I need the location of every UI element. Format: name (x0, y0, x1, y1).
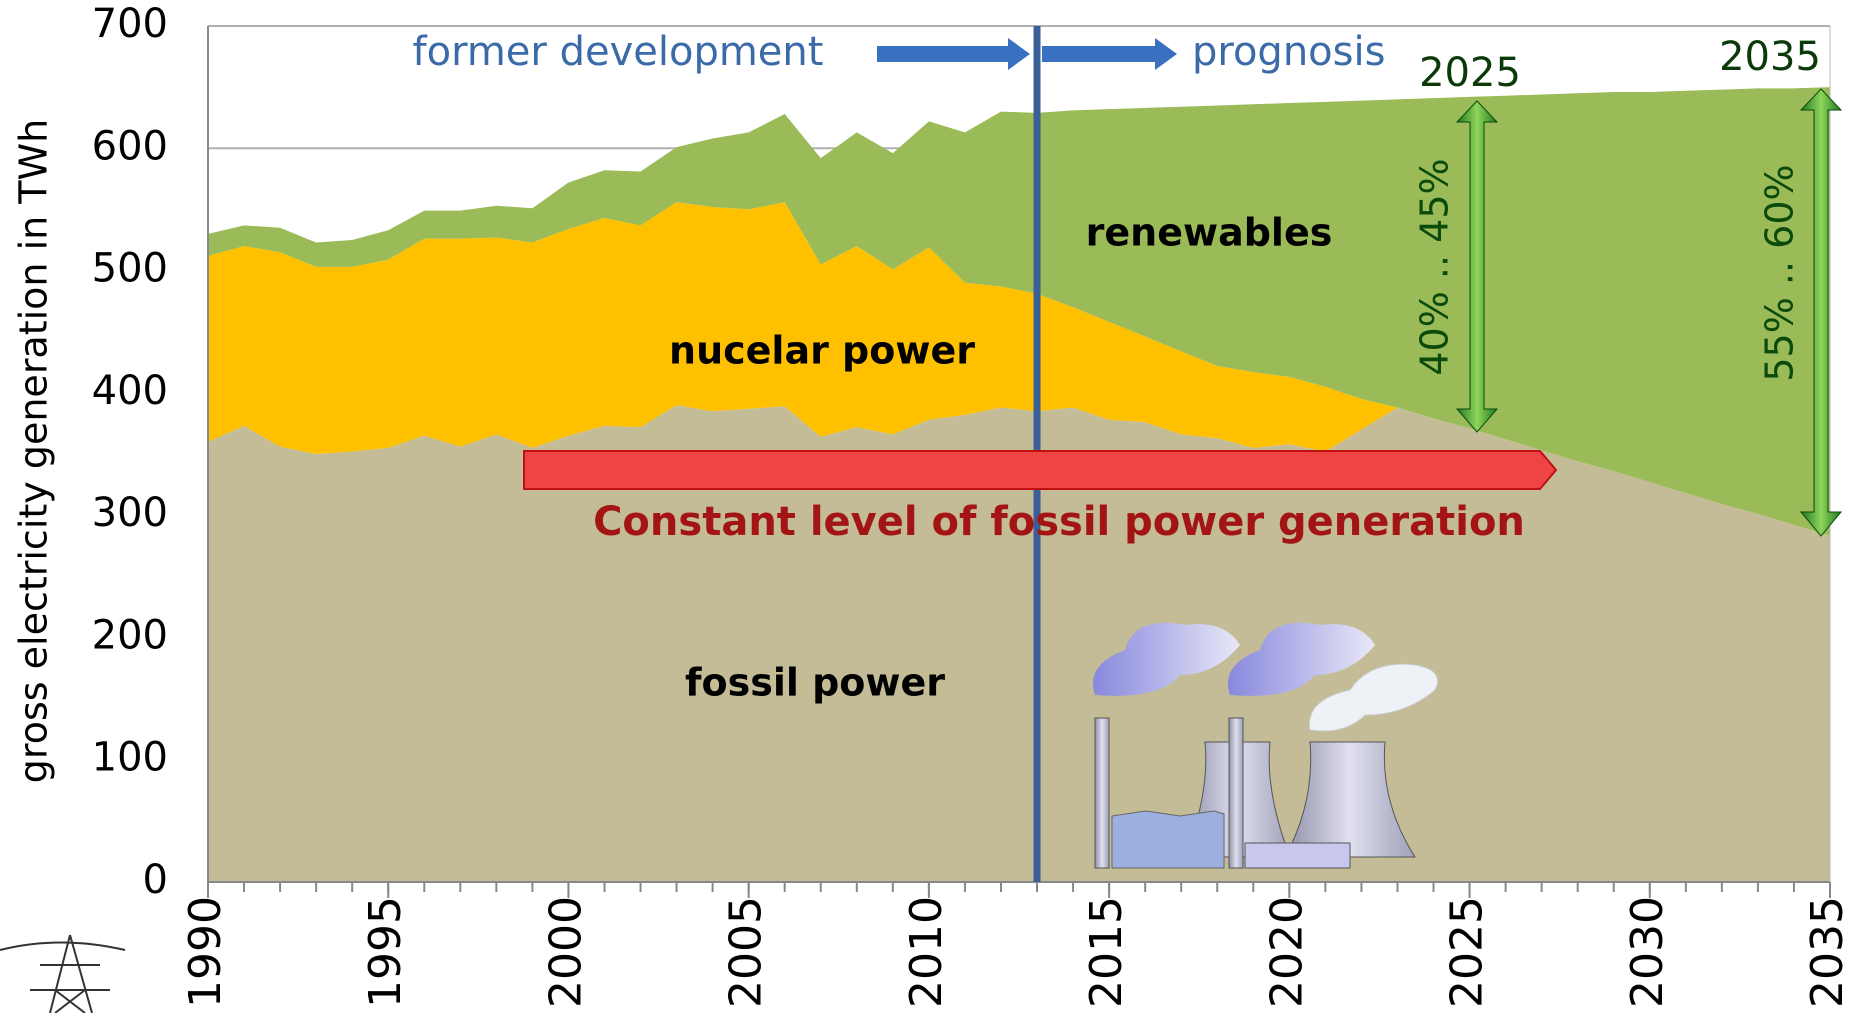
annotation: 55% .. 60% (1758, 164, 1802, 381)
x-tick-label: 1995 (360, 896, 411, 1008)
y-tick-label: 200 (92, 612, 168, 658)
x-tick-label: 2030 (1622, 896, 1673, 1008)
y-tick-label: 300 (92, 490, 168, 536)
x-tick-label: 2000 (540, 896, 591, 1008)
annotation: 2025 (1419, 50, 1521, 96)
y-tick-label: 100 (92, 735, 168, 781)
grid: 0 100 200 300 400 500 600 700 1990 1995 2000 2005 20… (92, 1, 1853, 1008)
areas (208, 25, 1830, 883)
series-label: fossil power (685, 661, 945, 705)
annotation: Constant level of fossil power generatio… (593, 499, 1525, 545)
y-tick-label: 700 (92, 1, 168, 47)
area (208, 87, 1830, 536)
share-arrow (1455, 100, 1499, 433)
series-label: renewables (1086, 211, 1333, 255)
x-tick-label: 2035 (1802, 896, 1853, 1008)
arrow (877, 38, 1030, 70)
annotation: prognosis (1192, 29, 1385, 75)
area (208, 202, 1830, 536)
constant-arrow (523, 450, 1558, 490)
y-tick-label: 0 (143, 857, 168, 903)
power-plant-icon (1093, 622, 1438, 869)
x-tick-label: 2015 (1081, 896, 1132, 1008)
x-tick-label: 2010 (901, 896, 952, 1008)
arrow (1042, 38, 1177, 70)
annotation: 2035 (1719, 34, 1821, 80)
y-axis-label: gross electricity generation in TWh (12, 119, 56, 783)
share-arrow (1799, 88, 1843, 537)
x-tick-label: 2025 (1442, 896, 1493, 1008)
pylon-icon (0, 934, 126, 1014)
y-tick-label: 600 (92, 123, 168, 169)
y-tick-label: 400 (92, 368, 168, 414)
x-tick-label: 2005 (721, 896, 772, 1008)
area (208, 405, 1830, 882)
annotation: 40% .. 45% (1413, 158, 1457, 375)
overlay: Constant level of fossil power generatio… (0, 29, 1843, 1014)
annotation: former development (413, 29, 824, 75)
y-tick-label: 500 (92, 246, 168, 292)
x-tick-label: 1990 (180, 896, 231, 1008)
x-tick-label: 2020 (1261, 896, 1312, 1008)
series-label: nucelar power (669, 329, 975, 373)
